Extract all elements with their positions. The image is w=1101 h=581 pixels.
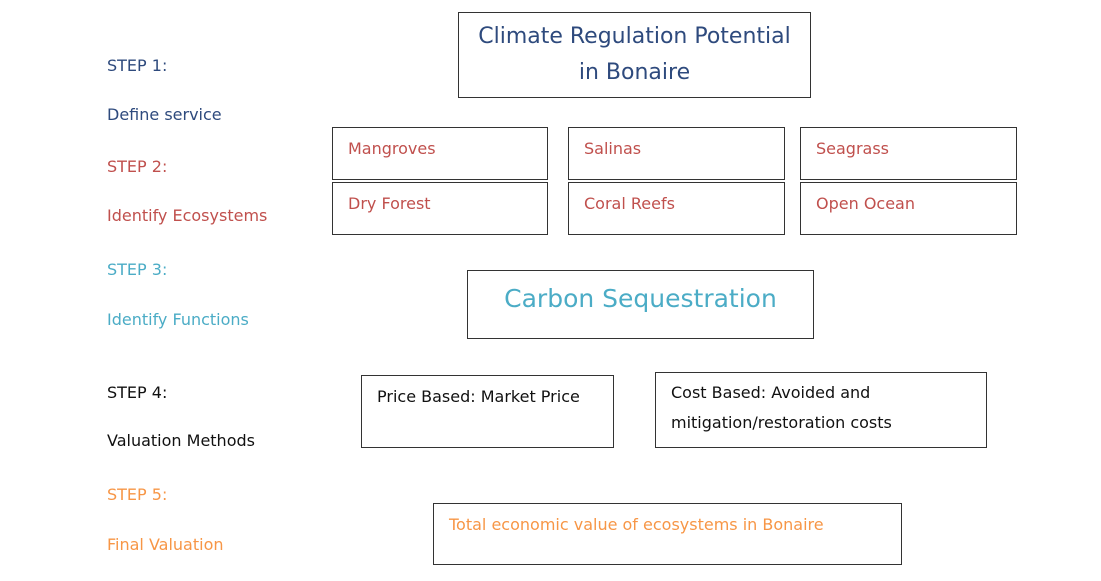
step-label: STEP 3: — [107, 260, 168, 279]
service-line: Climate Regulation Potential — [478, 24, 791, 49]
ecosystem-box: Mangroves — [332, 127, 548, 180]
method-box: Price Based: Market Price — [361, 375, 614, 448]
step-label: STEP 1: — [107, 56, 168, 75]
step-description: Identify Functions — [107, 310, 249, 329]
ecosystem-box: Open Ocean — [800, 182, 1017, 235]
step-description: Define service — [107, 105, 222, 124]
ecosystem-box: Seagrass — [800, 127, 1017, 180]
function-box: Carbon Sequestration — [467, 270, 814, 339]
ecosystem-box: Coral Reefs — [568, 182, 785, 235]
method-line: Cost Based: Avoided and — [671, 383, 871, 402]
step-label: STEP 4: — [107, 383, 168, 402]
final-box: Total economic value of ecosystems in Bo… — [433, 503, 902, 565]
method-line: Price Based: Market Price — [377, 387, 580, 406]
step-label: STEP 5: — [107, 485, 168, 504]
method-line: mitigation/restoration costs — [671, 413, 892, 432]
service-box: Climate Regulation Potential in Bonaire — [458, 12, 811, 98]
step-description: Identify Ecosystems — [107, 206, 268, 225]
ecosystem-box: Dry Forest — [332, 182, 548, 235]
method-box: Cost Based: Avoided and mitigation/resto… — [655, 372, 987, 448]
step-description: Valuation Methods — [107, 431, 255, 450]
service-line: in Bonaire — [578, 60, 691, 85]
step-label: STEP 2: — [107, 157, 168, 176]
step-description: Final Valuation — [107, 535, 224, 554]
ecosystem-box: Salinas — [568, 127, 785, 180]
